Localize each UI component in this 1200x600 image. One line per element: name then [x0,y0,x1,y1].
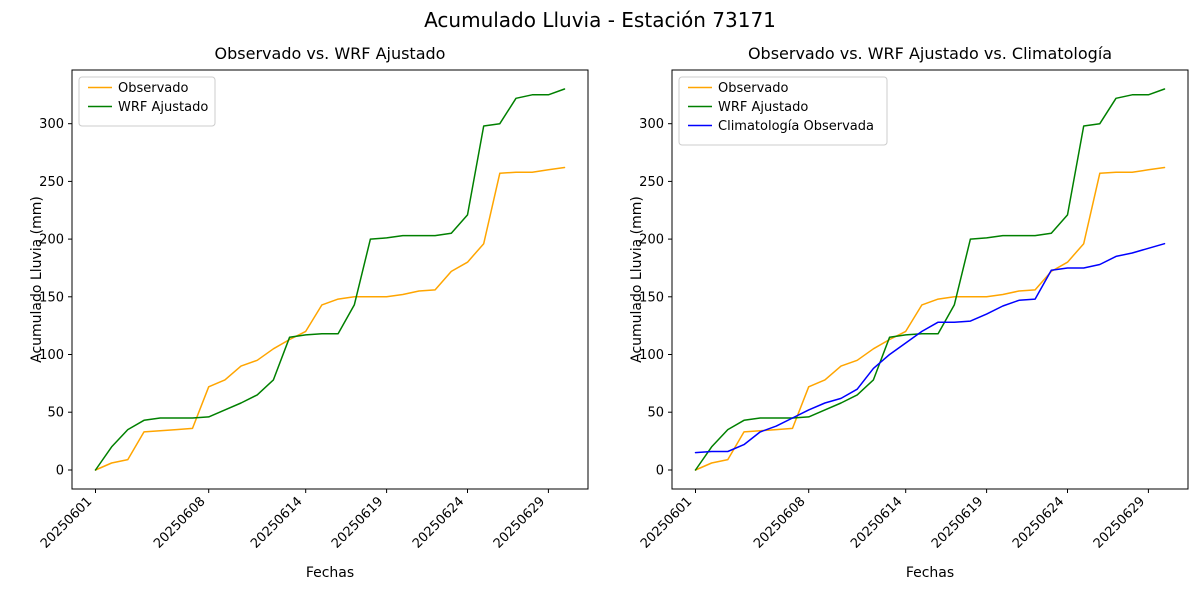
x-tick-label: 20250619 [329,494,386,551]
legend-box [678,76,888,146]
x-tick-label: 20250601 [38,494,95,551]
legend: Observado WRF Ajustado [78,76,216,127]
y-tick-label: 250 [39,175,64,190]
x-tick-label: 20250629 [491,494,548,551]
y-axis-label: Acumulado Lluvia (mm) [630,196,645,363]
y-tick-label: 200 [39,233,64,248]
series-line-wrf-ajustado [94,88,566,471]
y-tick-label: 50 [647,406,664,421]
x-axis-label: Fechas [306,565,354,581]
x-tick-label: 20250608 [751,494,808,551]
figure-title: Acumulado Lluvia - Estación 73171 [424,8,776,32]
y-tick-label: 0 [56,464,64,479]
series-line-observado [94,166,566,471]
legend-box [78,76,216,127]
legend-label-wrf-ajustado: WRF Ajustado [718,100,808,115]
y-tick-label: 300 [39,117,64,132]
x-tick-label: 20250601 [638,494,695,551]
chart-svg: 0 50 100 150 200 250 300 20250601 20250608 202506… [29,44,589,581]
subplot-title: Observado vs. WRF Ajustado vs. Climatolo… [748,44,1112,63]
chart-svg: 0 50 100 150 200 250 300 20250601 20250608 202506… [629,44,1189,581]
legend-label-observado: Observado [118,81,189,96]
plot-border [671,69,1189,490]
y-tick-label: 100 [639,348,664,363]
y-tick-label: 50 [47,406,64,421]
x-tick-label: 20250624 [1010,494,1067,551]
y-tick-label: 150 [639,290,664,305]
legend-label-climatologia-observada: Climatología Observada [718,119,874,134]
legend-label-observado: Observado [718,81,789,96]
y-tick-label: 200 [639,233,664,248]
series-line-observado [694,166,1166,471]
x-axis-label: Fechas [906,565,954,581]
y-tick-label: 0 [656,464,664,479]
y-tick-label: 250 [639,175,664,190]
series-line-wrf-ajustado [694,88,1166,471]
y-tick-label: 100 [39,348,64,363]
x-tick-label: 20250608 [151,494,208,551]
plot-border [71,69,589,490]
x-tick-label: 20250614 [848,494,905,551]
y-tick-label: 150 [39,290,64,305]
x-tick-label: 20250629 [1091,494,1148,551]
legend-label-wrf-ajustado: WRF Ajustado [118,100,208,115]
series-line-climatologia-observada [694,242,1166,454]
subplot-title: Observado vs. WRF Ajustado [215,44,446,63]
x-tick-label: 20250624 [410,494,467,551]
subplot-observado-vs-wrf-vs-climatologia: 0 50 100 150 200 250 300 20250601 20250608 202506… [629,40,1200,600]
x-tick-label: 20250614 [248,494,305,551]
y-axis-label: Acumulado Lluvia (mm) [30,196,45,363]
x-tick-label: 20250619 [929,494,986,551]
y-tick-label: 300 [639,117,664,132]
subplot-observado-vs-wrf: 0 50 100 150 200 250 300 20250601 20250608 202506… [29,40,610,600]
legend: Observado WRF Ajustado Climatología Observ… [678,76,888,146]
